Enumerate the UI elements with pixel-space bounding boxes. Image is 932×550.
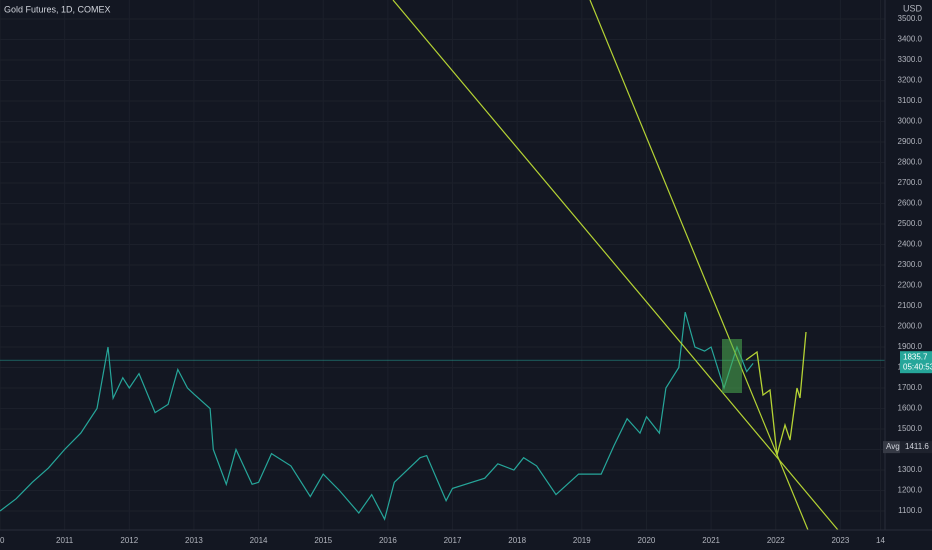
y-tick-label: 1300.0 — [898, 465, 923, 474]
trend-line — [392, 0, 839, 531]
x-tick-label: 10 — [0, 536, 5, 545]
x-tick-label: 2011 — [56, 536, 74, 545]
trend-line — [589, 0, 809, 531]
grid — [0, 0, 885, 530]
y-tick-label: 1100.0 — [898, 506, 922, 515]
x-tick-label: 2023 — [831, 536, 849, 545]
x-tick-label: 2020 — [638, 536, 656, 545]
y-tick-label: 2100.0 — [898, 301, 923, 310]
y-tick-label: 2200.0 — [898, 281, 923, 290]
y-tick-label: 2400.0 — [898, 240, 923, 249]
y-tick-label: 3500.0 — [898, 14, 923, 23]
x-tick-label: 2012 — [120, 536, 138, 545]
x-tick-label: 2017 — [444, 536, 462, 545]
y-tick-label: 2000.0 — [898, 322, 923, 331]
y-tick-label: 3000.0 — [898, 117, 923, 126]
x-tick-label: 2019 — [573, 536, 591, 545]
x-tick-label: 2018 — [508, 536, 526, 545]
y-tick-label: 3100.0 — [898, 96, 923, 105]
avg-tag-label: Avg — [886, 442, 900, 451]
x-tick-label: 2014 — [250, 536, 268, 545]
price-tag-value: 1835.7 — [903, 352, 928, 361]
y-tick-label: 2900.0 — [898, 137, 923, 146]
price-tag — [900, 351, 932, 374]
x-tick-label: 2021 — [702, 536, 720, 545]
y-tick-label: 3400.0 — [898, 35, 923, 44]
y-tick-label: 1700.0 — [898, 383, 923, 392]
y-tick-label: 2300.0 — [898, 260, 923, 269]
price-line — [0, 311, 754, 521]
y-tick-label: 3200.0 — [898, 76, 923, 85]
projection-path — [745, 331, 807, 456]
y-tick-label: 3300.0 — [898, 55, 923, 64]
x-tick-label: 2022 — [767, 536, 785, 545]
chart-title: Gold Futures, 1D, COMEX — [4, 4, 111, 14]
x-tick-label: 14 — [876, 536, 885, 545]
axes: 1100.01200.01300.01400.01500.01600.01700… — [0, 14, 932, 545]
y-tick-label: 2700.0 — [898, 178, 923, 187]
y-tick-label: 1900.0 — [898, 342, 923, 351]
x-tick-label: 2013 — [185, 536, 203, 545]
y-tick-label: 2800.0 — [898, 158, 923, 167]
avg-tag-value: 1411.6 — [905, 442, 929, 451]
y-tick-label: 1200.0 — [898, 486, 923, 495]
y-tick-label: 2600.0 — [898, 199, 923, 208]
y-tick-label: 1500.0 — [898, 424, 923, 433]
x-tick-label: 2015 — [314, 536, 332, 545]
avg-tag-bg — [883, 441, 900, 454]
y-tick-label: 1600.0 — [898, 404, 923, 413]
highlight-box — [722, 339, 742, 393]
x-tick-label: 2016 — [379, 536, 397, 545]
avg-tag-box — [900, 441, 932, 454]
y-tick-label: 2500.0 — [898, 219, 923, 228]
currency-label: USD — [903, 3, 923, 13]
price-tag-countdown: 05:40:53 — [903, 362, 932, 371]
